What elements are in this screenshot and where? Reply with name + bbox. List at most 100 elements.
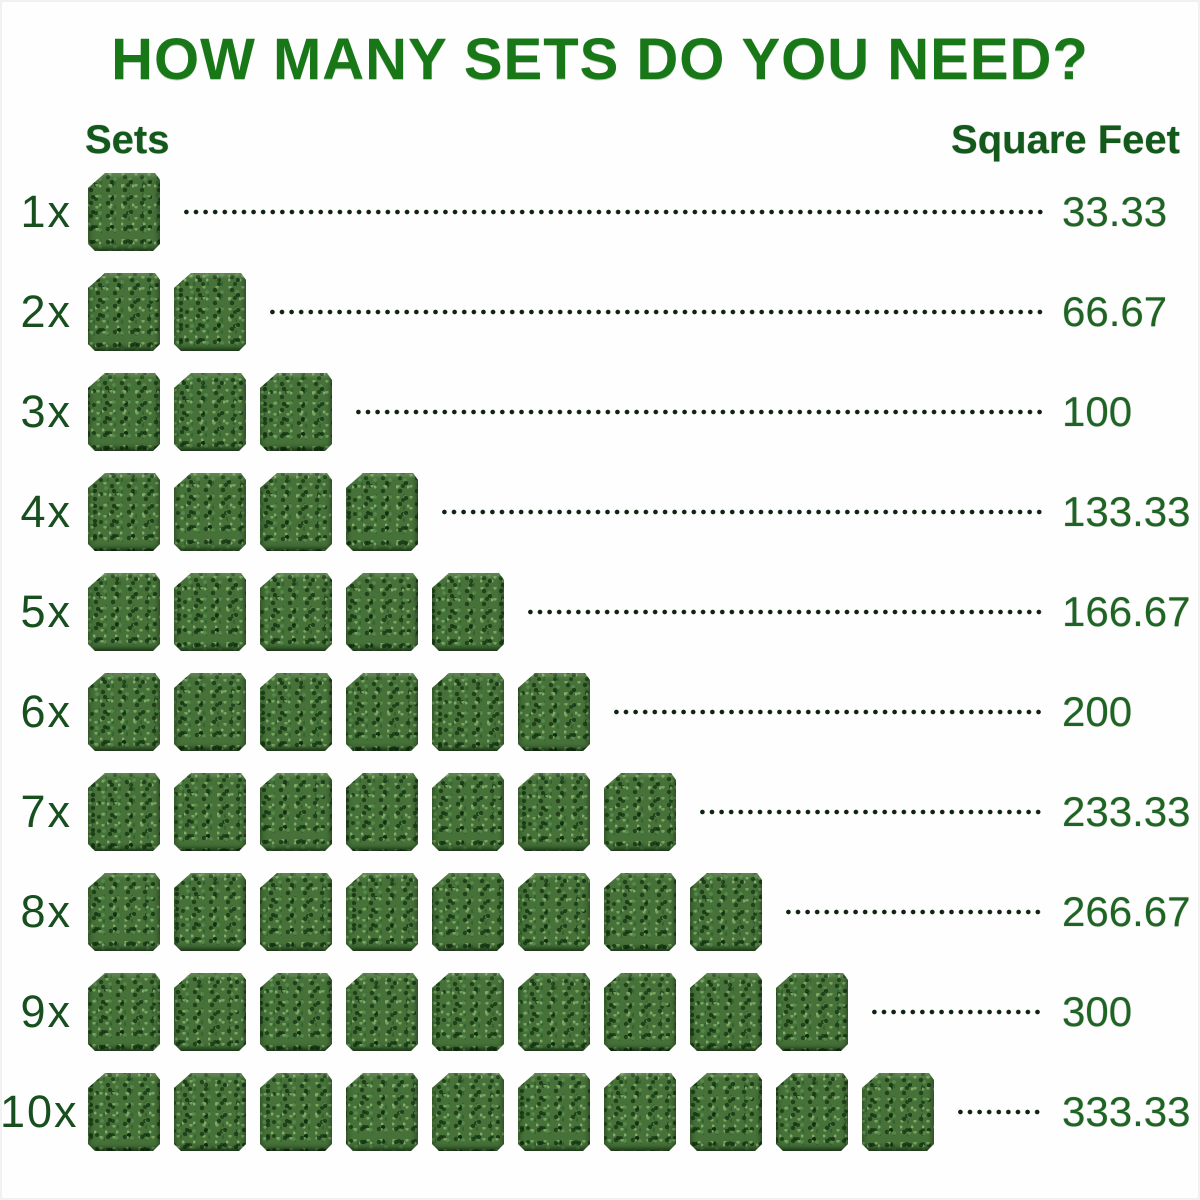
table-row: 10x 333.33 [0, 1062, 1200, 1162]
row-label: 6x [20, 686, 72, 737]
grass-panel-icon [690, 1073, 762, 1151]
grass-panel-icon [260, 973, 332, 1051]
grass-panel-icon [174, 673, 246, 751]
dotted-leader-line [958, 1109, 1044, 1115]
grass-panel-icon [260, 873, 332, 951]
grass-panel-icon [862, 1073, 934, 1151]
grass-panel-icon [88, 373, 160, 451]
table-row: 8x 266.67 [0, 862, 1200, 962]
page-title: HOW MANY SETS DO YOU NEED? [111, 27, 1089, 92]
row-panels [88, 373, 332, 451]
dotted-leader-line [614, 709, 1044, 715]
grass-panel-icon [174, 273, 246, 351]
table-row: 7x 233.33 [0, 762, 1200, 862]
table-row: 9x 300 [0, 962, 1200, 1062]
grass-panel-icon [776, 1073, 848, 1151]
row-label: 4x [20, 486, 72, 537]
grass-panel-icon [432, 673, 504, 751]
grass-panel-icon [432, 573, 504, 651]
table-row: 5x 166.67 [0, 562, 1200, 662]
grass-panel-icon [432, 873, 504, 951]
grass-panel-icon [346, 873, 418, 951]
row-value: 133.33 [1062, 488, 1191, 535]
table-row: 6x 200 [0, 662, 1200, 762]
grass-panel-icon [88, 673, 160, 751]
grass-panel-icon [518, 973, 590, 1051]
grass-panel-icon [88, 573, 160, 651]
grass-panel-icon [260, 1073, 332, 1151]
dotted-leader-line [786, 909, 1044, 915]
row-panels [88, 273, 246, 351]
grass-panel-icon [88, 973, 160, 1051]
dotted-leader-line [356, 409, 1044, 415]
table-row: 2x 66.67 [0, 262, 1200, 362]
row-panels [88, 673, 590, 751]
grass-panel-icon [690, 973, 762, 1051]
grass-panel-icon [346, 473, 418, 551]
dotted-leader-line [872, 1009, 1044, 1015]
column-headers: Sets Square Feet [85, 118, 1180, 163]
grass-panel-icon [88, 273, 160, 351]
grass-panel-icon [518, 773, 590, 851]
grass-panel-icon [174, 773, 246, 851]
grass-panel-icon [690, 873, 762, 951]
grass-panel-icon [88, 773, 160, 851]
grass-panel-icon [174, 373, 246, 451]
table-row: 1x 33.33 [0, 162, 1200, 262]
column-header-sets: Sets [85, 118, 170, 162]
grass-panel-icon [432, 973, 504, 1051]
dotted-leader-line [184, 209, 1044, 215]
table-row: 3x 100 [0, 362, 1200, 462]
dotted-leader-line [700, 809, 1044, 815]
grass-panel-icon [604, 1073, 676, 1151]
row-value: 33.33 [1062, 188, 1168, 235]
row-panels [88, 773, 676, 851]
grass-panel-icon [604, 773, 676, 851]
grass-panel-icon [346, 573, 418, 651]
row-value: 166.67 [1062, 588, 1191, 635]
row-panels [88, 573, 504, 651]
grass-panel-icon [88, 473, 160, 551]
row-panels [88, 873, 762, 951]
grass-panel-icon [432, 1073, 504, 1151]
row-value: 266.67 [1062, 888, 1191, 935]
grass-panel-icon [346, 773, 418, 851]
grass-panel-icon [260, 473, 332, 551]
grass-panel-icon [518, 873, 590, 951]
row-value: 100 [1062, 388, 1133, 435]
row-label: 5x [20, 586, 72, 637]
grass-panel-icon [260, 373, 332, 451]
rows-container: 1x 33.33 2x 66.67 3x 100 4x 133.33 5x 16… [0, 162, 1200, 1162]
row-label: 9x [20, 986, 72, 1037]
row-value: 233.33 [1062, 788, 1191, 835]
dotted-leader-line [442, 509, 1044, 515]
row-label: 8x [20, 886, 72, 937]
row-value: 333.33 [1062, 1088, 1191, 1135]
row-panels [88, 173, 160, 251]
column-header-square-feet: Square Feet [951, 118, 1180, 162]
dotted-leader-line [270, 309, 1044, 315]
grass-panel-icon [346, 673, 418, 751]
row-label: 10x [0, 1086, 79, 1137]
grass-panel-icon [776, 973, 848, 1051]
row-panels [88, 473, 418, 551]
grass-panel-icon [260, 773, 332, 851]
grass-panel-icon [260, 573, 332, 651]
grass-panel-icon [518, 673, 590, 751]
row-value: 200 [1062, 688, 1133, 735]
grass-panel-icon [432, 773, 504, 851]
grass-panel-icon [174, 873, 246, 951]
row-label: 2x [20, 286, 72, 337]
grass-panel-icon [604, 973, 676, 1051]
dotted-leader-line [528, 609, 1044, 615]
row-panels [88, 1073, 934, 1151]
grass-panel-icon [88, 1073, 160, 1151]
grass-panel-icon [174, 973, 246, 1051]
grass-panel-icon [88, 173, 160, 251]
row-value: 300 [1062, 988, 1133, 1035]
grass-panel-icon [346, 1073, 418, 1151]
grass-panel-icon [518, 1073, 590, 1151]
grass-panel-icon [604, 873, 676, 951]
grass-panel-icon [174, 473, 246, 551]
